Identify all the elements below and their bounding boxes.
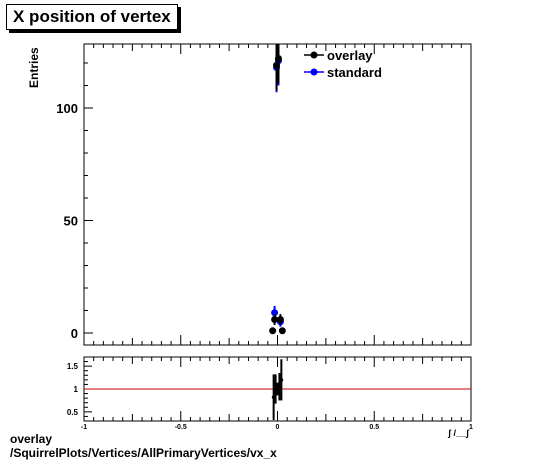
ratio-y-tick-label: 1 bbox=[74, 385, 79, 394]
ratio-point bbox=[271, 395, 276, 400]
footer-line-1: overlay bbox=[10, 432, 53, 446]
main-y-tick-label: 50 bbox=[64, 214, 78, 229]
overlay-point bbox=[276, 316, 284, 323]
ratio-point bbox=[279, 378, 284, 382]
overlay-point bbox=[269, 327, 277, 335]
chart-title: X position of vertex bbox=[6, 4, 178, 30]
main-series-group bbox=[269, 44, 286, 335]
ratio-x-tick-label: -1 bbox=[81, 424, 87, 431]
legend-standard-label: standard bbox=[327, 65, 382, 80]
main-y-tick-label: 0 bbox=[71, 326, 78, 341]
ratio-x-tick-label: -0.5 bbox=[175, 424, 187, 431]
main-y-tick-label: 100 bbox=[56, 101, 78, 116]
legend-standard-marker bbox=[310, 68, 318, 76]
overlay-point bbox=[274, 55, 282, 62]
ratio-point bbox=[277, 384, 282, 389]
overlay-point bbox=[278, 327, 286, 335]
legend-overlay-label: overlay bbox=[327, 48, 373, 63]
ratio-series-group bbox=[271, 359, 284, 421]
ratio-y-tick-label: 1.5 bbox=[67, 362, 79, 371]
ratio-x-tick-label: 0.5 bbox=[369, 424, 379, 431]
ratio-x-axis-label: ʃ /__ʃ bbox=[447, 428, 470, 438]
standard-point bbox=[271, 309, 279, 317]
legend-overlay-marker bbox=[310, 51, 318, 59]
footer-line-2: /SquirrelPlots/Vertices/AllPrimaryVertic… bbox=[10, 446, 277, 460]
ratio-x-tick-label: 0 bbox=[276, 424, 280, 431]
overlay-point bbox=[271, 316, 279, 323]
ratio-y-tick-label: 0.5 bbox=[67, 408, 79, 417]
ratio-x-tick-label: 1 bbox=[469, 424, 473, 431]
